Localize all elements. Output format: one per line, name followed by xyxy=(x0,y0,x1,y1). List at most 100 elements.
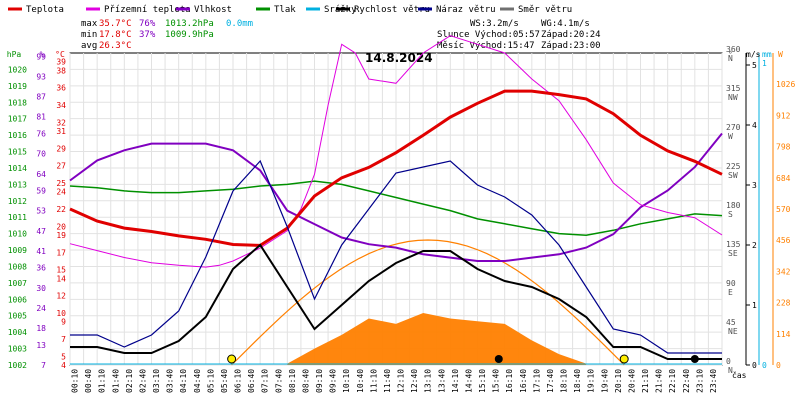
tick-label-direction: E xyxy=(728,288,733,297)
axis-unit-wm2: W xyxy=(778,50,783,59)
tick-label-celsius: 34 xyxy=(56,101,66,110)
tick-label-percent: 13 xyxy=(36,341,46,350)
stat-avg-label: avg xyxy=(81,41,97,51)
tick-label-time: 04:10 xyxy=(179,369,188,393)
tick-label-time: 15:10 xyxy=(478,369,487,393)
tick-label-time: 06:40 xyxy=(247,369,256,393)
tick-label-time: 22:40 xyxy=(682,369,691,393)
tick-label-time: 23:40 xyxy=(709,369,718,393)
tick-label-time: 00:10 xyxy=(71,369,80,393)
tick-label-time: 08:40 xyxy=(301,369,310,393)
tick-label-wm2: 456 xyxy=(776,236,791,245)
tick-label-hpa: 1012 xyxy=(8,197,27,206)
tick-label-direction: SE xyxy=(728,249,738,258)
tick-label-degrees: 135 xyxy=(726,240,741,249)
tick-label-celsius: 15 xyxy=(56,266,66,275)
tick-label-ms: 0 xyxy=(752,361,757,370)
stat-min-press: 1009.9hPa xyxy=(165,30,214,40)
series-line-temperature xyxy=(69,89,723,247)
tick-label-hpa: 1015 xyxy=(8,148,27,157)
tick-label-time: 00:40 xyxy=(84,369,93,393)
tick-label-ms: 3 xyxy=(752,181,757,190)
axis-unit-celsius: °C xyxy=(55,50,65,59)
tick-label-percent: 93 xyxy=(36,72,46,81)
tick-label-time: 15:40 xyxy=(492,369,501,393)
tick-label-celsius: 4 xyxy=(61,361,66,370)
tick-label-percent: 59 xyxy=(36,187,46,196)
tick-label-time: 14:40 xyxy=(464,369,473,393)
tick-label-mm: 1 xyxy=(762,59,767,68)
tick-label-time: 22:10 xyxy=(668,369,677,393)
tick-label-hpa: 1019 xyxy=(8,82,27,91)
stat-moon-set: Západ:23:00 xyxy=(541,41,601,51)
tick-label-wm2: 798 xyxy=(776,143,791,152)
stat-sun-set: Západ:20:24 xyxy=(541,30,601,40)
tick-label-celsius: 29 xyxy=(56,144,66,153)
tick-label-hpa: 1004 xyxy=(8,328,27,337)
tick-label-time: 12:40 xyxy=(410,369,419,393)
tick-label-degrees: 315 xyxy=(726,84,741,93)
tick-label-time: 18:40 xyxy=(573,369,582,393)
tick-label-hpa: 1018 xyxy=(8,98,27,107)
tick-label-time: 19:10 xyxy=(587,369,596,393)
tick-label-degrees: 45 xyxy=(726,318,736,327)
tick-label-ms: 1 xyxy=(752,301,757,310)
stat-max-label: max xyxy=(81,19,98,29)
tick-label-percent: 7 xyxy=(41,361,46,370)
tick-label-hpa: 1005 xyxy=(8,312,27,321)
tick-label-wm2: 1026 xyxy=(776,80,795,89)
tick-label-degrees: 360 xyxy=(726,45,741,54)
tick-label-time: 05:40 xyxy=(220,369,229,393)
tick-label-percent: 36 xyxy=(36,264,46,273)
tick-label-degrees: 180 xyxy=(726,201,741,210)
tick-label-hpa: 1017 xyxy=(8,115,27,124)
stat-wg: WG:4.1m/s xyxy=(541,19,590,29)
tick-label-ms: 5 xyxy=(752,61,757,70)
tick-label-wm2: 912 xyxy=(776,111,791,120)
stat-avg-temp: 26.3°C xyxy=(99,41,132,51)
tick-label-celsius: 38 xyxy=(56,66,66,75)
stat-moon: Měsíc Východ:15:47 xyxy=(437,41,535,51)
tick-label-celsius: 39 xyxy=(56,58,66,67)
tick-label-direction: W xyxy=(728,132,733,141)
tick-label-direction: N xyxy=(728,54,733,63)
tick-label-hpa: 1020 xyxy=(8,65,27,74)
tick-label-percent: 53 xyxy=(36,207,46,216)
stat-ws: WS:3.2m/s xyxy=(470,19,519,29)
tick-label-degrees: 90 xyxy=(726,279,736,288)
tick-label-time: 20:10 xyxy=(614,369,623,393)
tick-label-time: 01:10 xyxy=(98,369,107,393)
tick-label-ms: 4 xyxy=(752,121,757,130)
grid xyxy=(69,53,723,366)
series-line-gust xyxy=(70,159,722,354)
legend-label-hum: Vlhkost xyxy=(194,5,232,15)
tick-label-direction: NW xyxy=(728,93,738,102)
x-axis-label: čas xyxy=(732,370,747,380)
tick-label-time: 14:10 xyxy=(451,369,460,393)
tick-label-celsius: 17 xyxy=(56,248,66,257)
moonset-icon xyxy=(690,355,699,363)
tick-label-percent: 81 xyxy=(36,113,46,122)
tick-label-hpa: 1013 xyxy=(8,180,27,189)
tick-label-time: 17:10 xyxy=(532,369,541,393)
legend-label-wind: Rychlost větru xyxy=(354,5,430,15)
stat-max-rain: 0.0mm xyxy=(226,19,253,29)
tick-label-wm2: 684 xyxy=(776,174,791,183)
tick-label-wm2: 114 xyxy=(776,330,791,339)
series-line-humidity xyxy=(69,132,723,262)
tick-label-celsius: 27 xyxy=(56,162,66,171)
stat-max-press: 1013.2hPa xyxy=(165,19,214,29)
tick-label-hpa: 1016 xyxy=(8,131,27,140)
tick-label-percent: 30 xyxy=(36,284,46,293)
tick-label-percent: 70 xyxy=(36,150,46,159)
tick-label-time: 20:40 xyxy=(627,369,636,393)
tick-label-time: 13:40 xyxy=(437,369,446,393)
tick-label-percent: 76 xyxy=(36,130,46,139)
legend-label-gust: Náraz větru xyxy=(436,5,496,15)
tick-label-wm2: 342 xyxy=(776,267,791,276)
tick-label-time: 07:10 xyxy=(261,369,270,393)
tick-label-celsius: 12 xyxy=(56,292,66,301)
tick-label-direction: N xyxy=(728,366,733,375)
tick-label-degrees: 0 xyxy=(726,357,731,366)
